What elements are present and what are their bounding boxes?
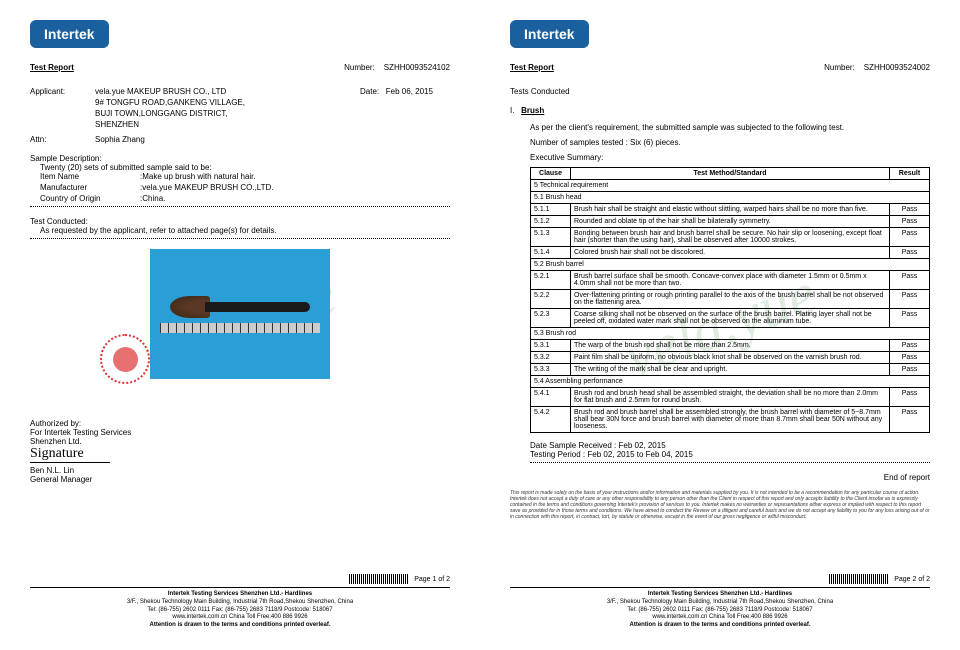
attn-value: Sophia Zhang [95,135,145,144]
table-row: 5.3.3The writing of the mark shall be cl… [531,364,930,376]
table-row: 5.3 Brush rod [531,328,930,340]
attn-label: Attn: [30,135,95,144]
divider [30,206,450,207]
exec-summary-label: Executive Summary: [530,153,930,162]
testing-period: Testing Period : Feb 02, 2015 to Feb 04,… [530,450,930,459]
intro-text: As per the client's requirement, the sub… [530,123,930,132]
disclaimer-text: This report is made solely on the basis … [510,490,930,520]
sample-description: Sample Description: Twenty (20) sets of … [30,154,450,203]
applicant-addr3: SHENZHEN [95,120,139,129]
table-row: 5.1 Brush head [531,192,930,204]
results-table: Clause Test Method/Standard Result 5 Tec… [530,167,930,433]
header-row: Test Report Number: SZHH0093524102 [30,63,450,72]
page-2: vela.yue Intertek Test Report Number: SZ… [485,5,955,645]
table-row: 5.2.3Coarse silking shall not be observe… [531,309,930,328]
samples-tested: Number of samples tested : Six (6) piece… [530,138,930,147]
report-title: Test Report [510,63,554,72]
page-number: Page 1 of 2 [414,576,450,583]
report-number: Number: SZHH0093524002 [824,63,930,72]
col-result: Result [890,168,930,180]
test-conducted: Test Conducted: As requested by the appl… [30,217,450,235]
applicant-name: vela.yue MAKEUP BRUSH CO., LTD [95,87,226,96]
col-method: Test Method/Standard [571,168,890,180]
divider [30,238,450,239]
table-row: 5.4.1Brush rod and brush head shall be a… [531,388,930,407]
report-title: Test Report [30,63,74,72]
applicant-label: Applicant: [30,87,95,96]
signature: Signature [30,446,110,463]
table-row: 5 Technical requirement [531,180,930,192]
applicant-addr1: 9# TONGFU ROAD,GANKENG VILLAGE, [95,98,245,107]
header-row: Test Report Number: SZHH0093524002 [510,63,930,72]
date-field: Date: Feb 06, 2015 [360,87,450,96]
stamp-icon [100,334,150,384]
barcode-icon [349,574,409,584]
applicant-block: Applicant: vela.yue MAKEUP BRUSH CO., LT… [30,87,450,144]
page-footer: Page 2 of 2 Intertek Testing Services Sh… [510,574,930,630]
tests-conducted-label: Tests Conducted [510,87,930,96]
ruler-illustration [160,323,320,333]
page-number: Page 2 of 2 [894,576,930,583]
table-row: 5.1.2Rounded and oblate tip of the hair … [531,216,930,228]
section-heading: I. Brush [510,106,930,115]
end-of-report: End of report [510,473,930,482]
barcode-icon [829,574,889,584]
intertek-logo: Intertek [510,20,589,48]
table-row: 5.2.2Over-flattening printing or rough p… [531,290,930,309]
signature-block: Authorized by: For Intertek Testing Serv… [30,419,450,484]
page-footer: Page 1 of 2 Intertek Testing Services Sh… [30,574,450,630]
table-row: 5.1.4Colored brush hair shall not be dis… [531,247,930,259]
page-1: vela.yue Intertek Test Report Number: SZ… [5,5,475,645]
date-received: Date Sample Received : Feb 02, 2015 [530,441,930,450]
divider [530,462,930,463]
report-number: Number: SZHH0093524102 [344,63,450,72]
table-row: 5.2.1Brush barrel surface shall be smoot… [531,271,930,290]
table-row: 5.3.1The warp of the brush rod shall not… [531,340,930,352]
table-row: 5.4 Assembling performance [531,376,930,388]
intertek-logo: Intertek [30,20,109,48]
applicant-addr2: BUJI TOWN,LONGGANG DISTRICT, [95,109,228,118]
table-row: 5.1.3Bonding between brush hair and brus… [531,228,930,247]
table-row: 5.4.2Brush rod and brush barrel shall be… [531,407,930,433]
brush-illustration [170,296,310,318]
table-row: 5.2 Brush barrel [531,259,930,271]
product-photo [150,249,330,379]
col-clause: Clause [531,168,571,180]
table-row: 5.1.1Brush hair shall be straight and el… [531,204,930,216]
table-row: 5.3.2Paint film shall be uniform, no obv… [531,352,930,364]
table-header-row: Clause Test Method/Standard Result [531,168,930,180]
